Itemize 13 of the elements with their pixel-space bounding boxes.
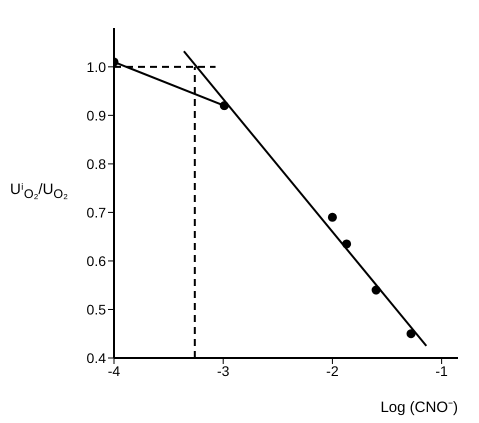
y-tick-label: 1.0 [86, 58, 106, 75]
x-axis-title: Log (CNO⁻) [380, 398, 458, 416]
y-axis-title: Uⁱ$_{O₂}$/U$_{O₂}$ [10, 180, 68, 201]
y-tick-label: 0.7 [86, 204, 106, 220]
y-tick-label: 0.4 [86, 350, 106, 366]
x-tick-label: -2 [326, 362, 339, 379]
x-tick-label: -3 [216, 362, 230, 379]
y-tick-label: 0.6 [86, 252, 106, 269]
y-tick-label: 0.9 [86, 107, 106, 124]
x-tick-label: -4 [108, 362, 120, 379]
x-tick-label: -1 [435, 362, 448, 379]
y-tick-label: 0.5 [86, 301, 106, 318]
y-tick-label: 0.8 [86, 156, 106, 172]
